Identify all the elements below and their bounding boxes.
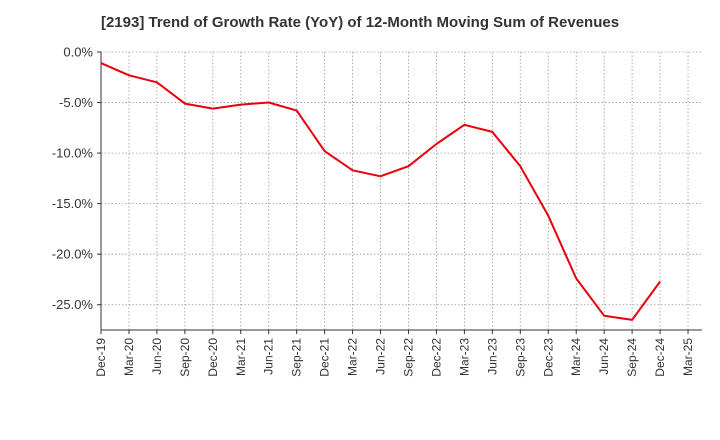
y-tick-label: -10.0% (52, 146, 94, 161)
x-tick-label: Jun-23 (485, 338, 499, 375)
plot-area (101, 52, 702, 330)
x-tick-label: Mar-20 (122, 338, 136, 376)
x-axis-ticks: Dec-19 Mar-20 Jun-20 Sep-20 Dec-20 Mar-21 Jun-… (94, 330, 695, 377)
y-tick-label: -20.0% (52, 247, 94, 262)
x-tick-label: Sep-21 (290, 338, 304, 377)
x-tick-label: Dec-21 (318, 338, 332, 377)
x-tick-label: Sep-20 (178, 338, 192, 377)
x-tick-label: Dec-19 (94, 338, 108, 377)
y-tick-label: 0.0% (63, 45, 93, 60)
y-tick-label: -15.0% (52, 196, 94, 211)
x-tick-label: Dec-23 (541, 338, 555, 377)
x-tick-label: Jun-21 (262, 338, 276, 375)
y-tick-label: -25.0% (52, 297, 94, 312)
x-tick-label: Jun-20 (150, 338, 164, 375)
x-tick-label: Mar-23 (457, 338, 471, 376)
x-tick-label: Mar-24 (569, 338, 583, 376)
axes (100, 52, 702, 331)
grid-lines (101, 51, 702, 330)
x-tick-label: Dec-24 (653, 338, 667, 377)
chart-title: [2193] Trend of Growth Rate (YoY) of 12-… (100, 14, 620, 31)
x-tick-label: Mar-25 (681, 338, 695, 376)
y-tick-label: -5.0% (59, 95, 93, 110)
x-tick-label: Jun-24 (597, 338, 611, 375)
x-tick-label: Dec-22 (429, 338, 443, 377)
x-tick-label: Jun-22 (374, 338, 388, 375)
x-tick-label: Dec-20 (206, 338, 220, 377)
x-tick-label: Mar-22 (346, 338, 360, 376)
x-tick-label: Sep-24 (625, 338, 639, 377)
series-layer (100, 62, 661, 321)
y-axis-ticks: 0.0% -5.0% -10.0% -15.0% -20.0% -25.0% (52, 45, 101, 312)
x-tick-label: Sep-22 (401, 338, 415, 377)
x-tick-label: Mar-21 (234, 338, 248, 376)
x-tick-label: Sep-23 (513, 338, 527, 377)
series-line (100, 62, 661, 321)
